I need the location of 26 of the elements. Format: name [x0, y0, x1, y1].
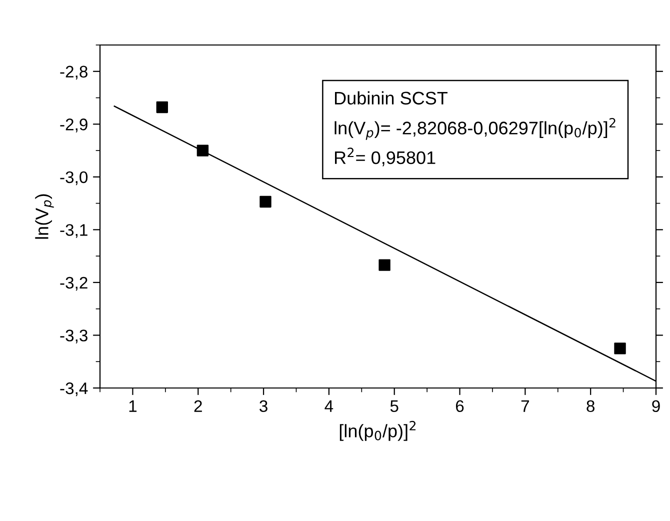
x-tick-label: 7 — [521, 400, 529, 412]
x-axis-title: [ln(p$_{0}$/p)]$^{2}$ — [340, 420, 416, 441]
x-tick-label: 4 — [324, 400, 334, 412]
y-tick-label: -3,1 — [60, 224, 88, 238]
point — [156, 101, 168, 114]
point — [260, 196, 272, 208]
y-tick-label: -2,9 — [60, 118, 88, 132]
y-tick-label: -3,2 — [60, 276, 88, 291]
point — [196, 144, 209, 156]
x-tick-label: 8 — [586, 400, 594, 412]
annotation: R$^{2}$= 0,95801 — [335, 148, 436, 166]
y-tick-label: -3,0 — [60, 171, 88, 186]
y-axis-title: ln(V$_{p}$) — [35, 194, 54, 239]
x-tick-label: 1 — [129, 400, 137, 412]
x-tick-label: 3 — [260, 400, 268, 412]
y-tick-label: -2,8 — [60, 66, 88, 80]
annotation: Dubinin SCST — [335, 91, 448, 105]
x-tick-label: 5 — [390, 400, 398, 412]
y-tick-label: -3,3 — [60, 330, 88, 344]
x-tick-label: 2 — [194, 400, 202, 412]
y-tick-label: -3,4 — [60, 382, 88, 396]
point — [614, 342, 626, 354]
x-tick-label: 6 — [456, 400, 464, 412]
point — [378, 259, 390, 271]
x-tick-label: 9 — [652, 400, 660, 412]
annotation: ln(V$_{p}$)= -2,82068-0,06297[ln(p$_{0}$/p)]$^{2}$ — [334, 118, 616, 140]
